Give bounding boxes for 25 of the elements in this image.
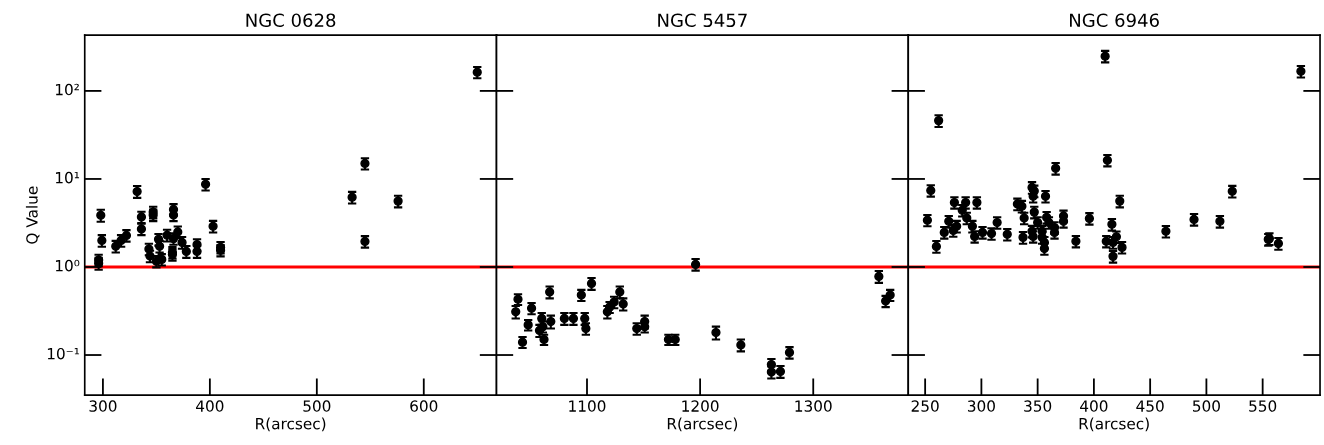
- x-tick-label: 350: [1024, 400, 1052, 412]
- y-tick-label: 10⁻¹: [47, 347, 80, 360]
- x-tick-label: 1300: [795, 400, 832, 412]
- chart-title: NGC 5457: [658, 13, 747, 28]
- chart-title: NGC 6946: [1070, 13, 1159, 28]
- x-tick-label: 550: [1249, 400, 1277, 412]
- x-tick-label: 300: [967, 400, 995, 412]
- x-tick-label: 600: [410, 400, 438, 412]
- x-axis-title: R(arcsec): [256, 417, 326, 432]
- x-tick-label: 1200: [682, 400, 719, 412]
- x-tick-label: 250: [911, 400, 939, 412]
- x-tick-label: 300: [89, 400, 117, 412]
- x-axis-title: R(arcsec): [1079, 417, 1149, 432]
- y-axis-title: Q Value: [25, 186, 40, 244]
- x-axis-title: R(arcsec): [667, 417, 738, 432]
- x-tick-label: 500: [303, 400, 331, 412]
- chart-title: NGC 0628: [246, 13, 336, 28]
- y-tick-label: 10⁰: [55, 259, 80, 272]
- x-tick-label: 1100: [569, 400, 606, 412]
- x-tick-label: 400: [1080, 400, 1108, 412]
- x-tick-label: 500: [1193, 400, 1220, 412]
- y-tick-label: 10¹: [55, 171, 80, 184]
- x-tick-label: 400: [196, 400, 224, 412]
- y-tick-label: 10²: [55, 83, 79, 96]
- x-tick-label: 450: [1136, 400, 1164, 412]
